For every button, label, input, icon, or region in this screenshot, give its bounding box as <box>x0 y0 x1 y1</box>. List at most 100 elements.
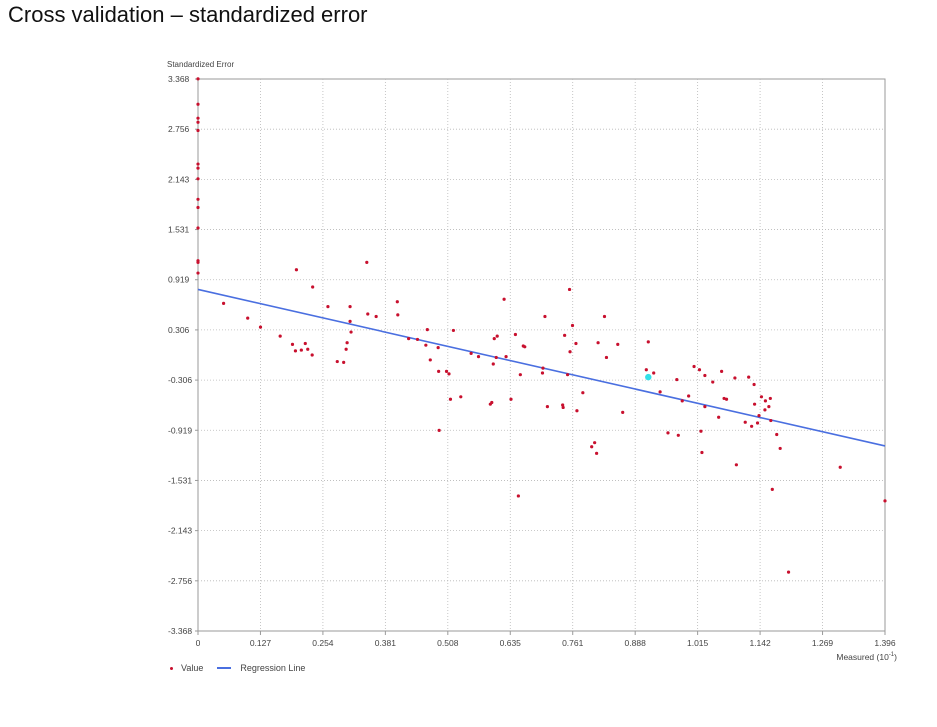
data-point[interactable] <box>196 205 200 210</box>
data-point[interactable] <box>646 340 650 344</box>
data-point[interactable] <box>196 128 200 133</box>
data-point[interactable] <box>768 396 772 401</box>
data-point[interactable] <box>786 570 791 574</box>
data-point[interactable] <box>568 350 572 354</box>
data-point[interactable] <box>717 415 721 419</box>
data-point[interactable] <box>703 373 707 378</box>
data-point[interactable] <box>574 341 578 346</box>
data-point[interactable] <box>415 337 420 342</box>
data-point[interactable] <box>750 424 754 428</box>
data-point[interactable] <box>711 380 715 384</box>
data-point[interactable] <box>561 403 565 407</box>
data-point[interactable] <box>447 372 451 376</box>
data-point[interactable] <box>221 301 226 305</box>
data-point[interactable] <box>258 325 263 329</box>
data-point[interactable] <box>593 441 597 445</box>
data-point[interactable] <box>676 433 680 437</box>
data-point[interactable] <box>565 373 570 377</box>
data-point[interactable] <box>652 371 656 375</box>
data-point[interactable] <box>437 369 441 373</box>
data-point[interactable] <box>196 120 200 124</box>
data-point[interactable] <box>518 373 522 377</box>
data-point[interactable] <box>604 355 609 360</box>
data-point[interactable] <box>196 226 200 230</box>
data-point[interactable] <box>310 353 314 357</box>
data-point[interactable] <box>523 345 527 349</box>
data-point[interactable] <box>570 323 575 328</box>
data-point[interactable] <box>703 405 707 409</box>
data-point[interactable] <box>621 410 625 414</box>
data-point[interactable] <box>502 297 506 301</box>
data-point[interactable] <box>196 197 200 201</box>
data-point[interactable] <box>278 334 282 338</box>
data-point[interactable] <box>770 487 774 491</box>
data-point[interactable] <box>513 332 518 337</box>
data-point[interactable] <box>697 368 702 372</box>
data-point[interactable] <box>476 355 481 359</box>
data-point[interactable] <box>494 355 498 360</box>
data-point[interactable] <box>509 397 513 401</box>
data-point[interactable] <box>722 396 726 401</box>
data-point[interactable] <box>563 333 567 337</box>
data-point[interactable] <box>675 377 679 382</box>
data-point[interactable] <box>700 450 704 455</box>
data-point[interactable] <box>495 334 499 338</box>
data-point[interactable] <box>294 268 299 272</box>
data-point[interactable] <box>734 463 738 467</box>
data-point[interactable] <box>425 327 429 332</box>
data-point[interactable] <box>541 366 545 370</box>
data-point[interactable] <box>196 260 200 264</box>
data-point[interactable] <box>567 287 572 292</box>
data-point[interactable] <box>666 431 670 435</box>
data-point[interactable] <box>757 414 761 418</box>
data-point[interactable] <box>644 368 648 372</box>
data-point[interactable] <box>763 408 767 412</box>
data-point[interactable] <box>396 313 400 317</box>
data-point[interactable] <box>838 465 842 469</box>
data-point[interactable] <box>395 300 399 304</box>
data-point[interactable] <box>365 260 369 264</box>
data-point[interactable] <box>344 347 348 351</box>
data-point[interactable] <box>348 319 352 324</box>
data-point[interactable] <box>680 399 684 403</box>
data-point[interactable] <box>775 432 779 437</box>
data-point[interactable] <box>444 369 449 373</box>
data-point[interactable] <box>769 418 773 423</box>
data-point[interactable] <box>451 328 456 333</box>
data-point[interactable] <box>733 376 737 380</box>
data-point[interactable] <box>743 420 747 424</box>
data-point[interactable] <box>752 402 757 406</box>
data-point[interactable] <box>374 314 378 319</box>
data-point[interactable] <box>616 342 620 346</box>
data-point[interactable] <box>561 405 565 410</box>
data-point[interactable] <box>720 369 724 373</box>
data-point[interactable] <box>883 499 887 503</box>
data-point[interactable] <box>407 337 411 341</box>
data-point[interactable] <box>437 428 441 432</box>
data-point[interactable] <box>543 314 547 319</box>
data-point[interactable] <box>196 177 200 181</box>
data-point[interactable] <box>345 341 349 345</box>
data-point[interactable] <box>658 390 662 394</box>
data-point[interactable] <box>692 364 696 369</box>
data-point[interactable] <box>469 351 473 355</box>
data-point[interactable] <box>303 341 307 346</box>
data-point[interactable] <box>366 312 370 316</box>
data-point[interactable] <box>724 397 729 401</box>
data-point[interactable] <box>246 316 250 320</box>
data-point[interactable] <box>492 337 496 341</box>
data-point[interactable] <box>436 346 440 350</box>
data-point[interactable] <box>299 348 303 352</box>
data-point[interactable] <box>755 421 760 425</box>
data-point[interactable] <box>196 162 200 166</box>
data-point[interactable] <box>335 359 339 364</box>
data-point[interactable] <box>752 382 756 387</box>
data-point[interactable] <box>581 391 585 395</box>
data-point[interactable] <box>349 330 353 334</box>
data-point[interactable] <box>348 305 352 309</box>
data-point[interactable] <box>763 399 768 403</box>
selected-point[interactable] <box>645 373 652 381</box>
data-point[interactable] <box>428 358 432 362</box>
data-point[interactable] <box>459 395 463 399</box>
data-point[interactable] <box>311 285 315 289</box>
